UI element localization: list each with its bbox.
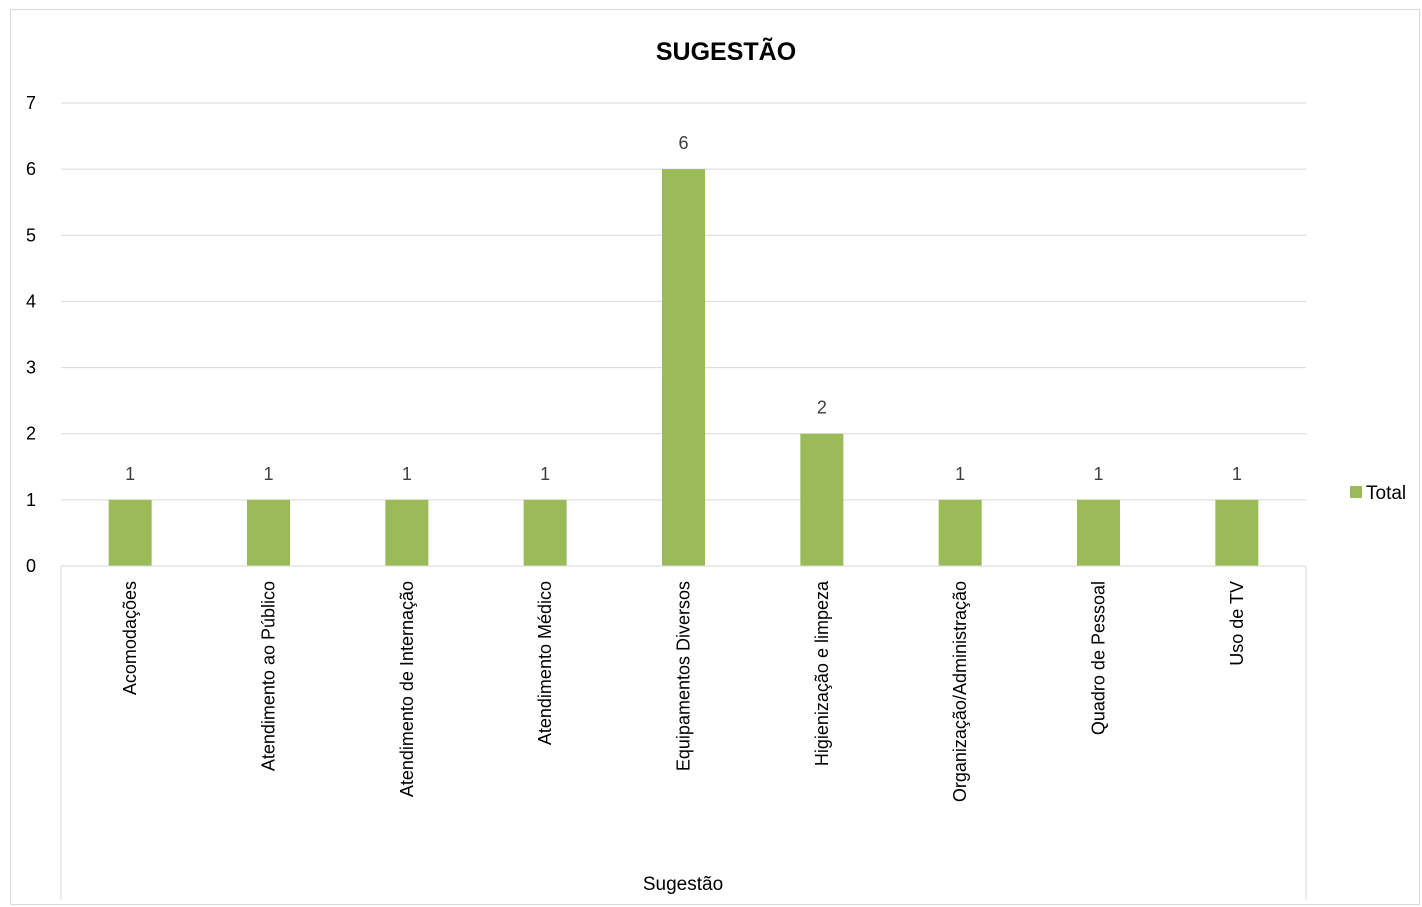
data-label: 6 [678,133,688,153]
x-axis [60,565,1307,900]
bar[interactable] [385,499,429,566]
category-label: Acomodações [120,581,140,695]
y-tick-label: 4 [26,291,36,311]
data-label: 1 [1232,464,1242,484]
category-label: Quadro de Pessoal [1089,581,1109,735]
bar[interactable] [523,499,567,566]
data-label: 1 [540,464,550,484]
category-label: Atendimento Médico [535,581,555,745]
y-tick-label: 3 [26,358,36,378]
category-label: Atendimento de Internação [397,581,417,797]
legend-label: Total [1366,483,1406,504]
data-label: 1 [955,464,965,484]
y-tick-label: 0 [26,556,36,576]
y-tick-label: 6 [26,159,36,179]
category-label: Atendimento ao Público [259,581,279,771]
y-axis-ticks: 0 1 2 3 4 5 6 7 [26,93,36,576]
category-labels: Acomodações Atendimento ao Público Atendim… [120,580,1247,802]
category-label: Equipamentos Diversos [674,581,694,771]
data-label: 1 [263,464,273,484]
bar[interactable] [800,433,844,566]
y-tick-label: 2 [26,424,36,444]
chart-title: SUGESTÃO [656,36,796,66]
category-label: Higienização e limpeza [812,580,832,766]
y-tick-label: 5 [26,225,36,245]
category-label: Organização/Administração [950,581,970,802]
bar[interactable] [108,499,152,566]
bar[interactable] [1077,499,1120,566]
y-tick-label: 7 [26,93,36,113]
category-label: Uso de TV [1227,581,1247,666]
data-label: 1 [125,464,135,484]
data-label: 2 [817,398,827,418]
bar[interactable] [662,169,705,566]
legend[interactable]: Total [1350,483,1406,504]
bar[interactable] [247,499,290,566]
data-label: 1 [402,464,412,484]
data-label: 1 [1093,464,1103,484]
chart-frame [10,9,1420,905]
data-labels: 1 1 1 1 6 2 1 1 1 [125,133,1242,484]
legend-swatch [1350,486,1362,498]
bars [108,169,1259,566]
bar[interactable] [938,499,982,566]
y-tick-label: 1 [26,490,36,510]
x-axis-title: Sugestão [643,874,723,895]
bar[interactable] [1215,499,1259,566]
